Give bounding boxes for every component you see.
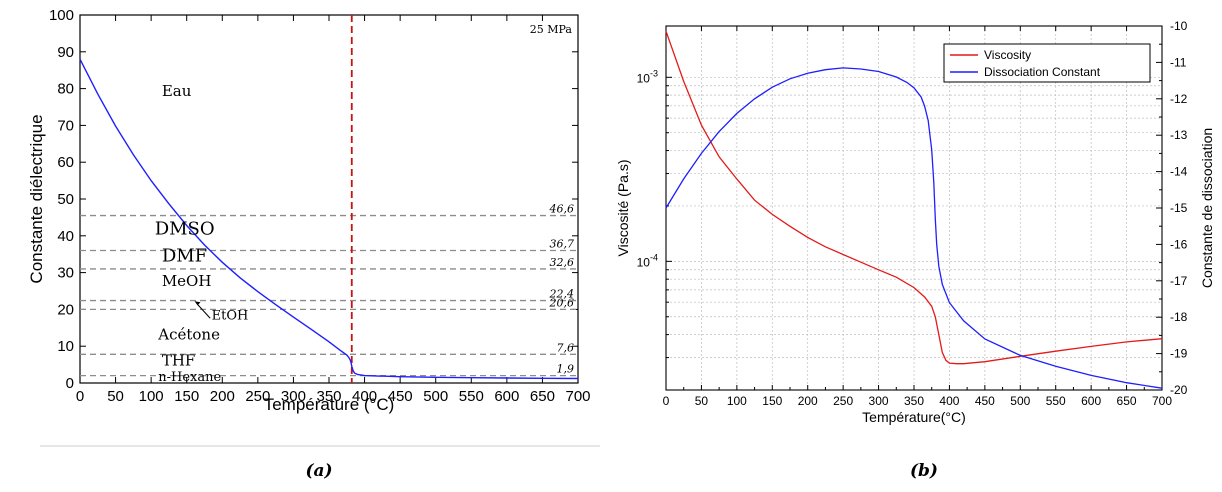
x-tick-label: 350 bbox=[316, 388, 341, 405]
x-tick-label: 450 bbox=[388, 388, 413, 405]
x-tick-label: 350 bbox=[904, 394, 924, 408]
y2-tick-label: -13 bbox=[1170, 128, 1188, 142]
x-tick-label: 50 bbox=[107, 388, 124, 405]
etoh-arrow bbox=[197, 303, 211, 319]
solvent-label-dmf: DMF bbox=[162, 246, 207, 267]
reference-value-dmso: 46,6 bbox=[549, 203, 575, 216]
y2-tick-label: -16 bbox=[1170, 237, 1188, 251]
x-tick-label: 550 bbox=[459, 388, 484, 405]
y2-tick-label: -17 bbox=[1170, 274, 1188, 288]
x-tick-label: 500 bbox=[1010, 394, 1030, 408]
y2-tick-label: -18 bbox=[1170, 310, 1188, 324]
y-tick-base: 10 bbox=[637, 255, 651, 269]
reference-value-etoh: 22,4 bbox=[549, 288, 575, 301]
x-tick-label: 100 bbox=[727, 394, 747, 408]
y2-tick-label: -10 bbox=[1170, 19, 1188, 33]
y-tick-exponent: -4 bbox=[650, 252, 658, 262]
pressure-annotation: 25 MPa bbox=[530, 23, 573, 36]
legend-box bbox=[943, 43, 1151, 83]
x-tick-label: 650 bbox=[530, 388, 555, 405]
x-tick-label: 200 bbox=[798, 394, 818, 408]
y-tick-label: 80 bbox=[57, 81, 74, 98]
x-tick-label: 300 bbox=[281, 388, 306, 405]
y-axis-title: Constante diélectrique bbox=[27, 114, 46, 283]
x-tick-label: 600 bbox=[494, 388, 519, 405]
chart-a: 0 50 100 150 200 250 300 350 400 450 500 550 600 650 7… bbox=[27, 7, 600, 481]
x-tick-label: 300 bbox=[869, 394, 889, 408]
solvent-label-etoh: EtOH bbox=[212, 309, 249, 324]
x-tick-label: 400 bbox=[352, 388, 377, 405]
x-tick-label: 200 bbox=[210, 388, 235, 405]
y-tick-label: 40 bbox=[57, 228, 74, 245]
y-tick-label: 10-4 bbox=[637, 252, 658, 269]
series-line-eau bbox=[79, 58, 579, 380]
y-tick-base: 10 bbox=[637, 71, 651, 85]
x-tick-label: 500 bbox=[423, 388, 448, 405]
plot-frame bbox=[79, 14, 579, 384]
y2-tick-label: -11 bbox=[1170, 55, 1187, 69]
y-tick-label: 90 bbox=[57, 44, 74, 61]
y-tick-label: 10-3 bbox=[637, 68, 658, 85]
x-tick-label: 700 bbox=[1152, 394, 1172, 408]
x-tick-label: 100 bbox=[139, 388, 164, 405]
solvent-label-meoh: MeOH bbox=[162, 272, 212, 290]
y2-tick-label: -20 bbox=[1170, 383, 1188, 397]
series-line-dissociation-constant bbox=[665, 67, 1163, 389]
x-tick-label: 400 bbox=[939, 394, 959, 408]
legend-label-dissociation: Dissociation Constant bbox=[984, 65, 1101, 79]
x-tick-label: 50 bbox=[695, 394, 709, 408]
y-tick-label: 0 bbox=[66, 375, 74, 392]
x-tick-label: 0 bbox=[76, 388, 84, 405]
x-axis-title: Température (°C) bbox=[264, 395, 395, 414]
y-tick-label: 20 bbox=[57, 301, 74, 318]
reference-value-n-hexane: 1,9 bbox=[557, 363, 575, 376]
y2-tick-label: -19 bbox=[1170, 347, 1188, 361]
y-tick-label: 10 bbox=[57, 338, 74, 355]
legend-label-viscosity: Viscosity bbox=[984, 48, 1031, 62]
x-tick-label: 700 bbox=[565, 388, 590, 405]
x-tick-label: 150 bbox=[762, 394, 782, 408]
x-tick-label: 550 bbox=[1046, 394, 1066, 408]
etoh-arrow-head bbox=[194, 301, 201, 306]
y-tick-label: 100 bbox=[49, 7, 74, 24]
solvent-label-acétone: Acétone bbox=[157, 326, 220, 344]
x-tick-label: 150 bbox=[174, 388, 199, 405]
solvent-label-dmso: DMSO bbox=[155, 219, 215, 240]
y2-axis-title: Constante de dissociation bbox=[1199, 128, 1215, 288]
reference-value-meoh: 32,6 bbox=[550, 256, 575, 269]
series-line-viscosity bbox=[665, 30, 1163, 365]
y-tick-label: 70 bbox=[57, 117, 74, 134]
x-axis-title: Température(°C) bbox=[862, 409, 966, 425]
reference-value-dmf: 36,7 bbox=[550, 238, 575, 251]
reference-value-thf: 7,6 bbox=[557, 341, 575, 354]
legend: Viscosity Dissociation Constant bbox=[943, 43, 1151, 83]
x-tick-label: 650 bbox=[1117, 394, 1137, 408]
reference-value-acétone: 20,6 bbox=[549, 296, 575, 309]
x-tick-label: 600 bbox=[1081, 394, 1101, 408]
y2-tick-label: -12 bbox=[1170, 92, 1188, 106]
y2-tick-label: -15 bbox=[1170, 201, 1188, 215]
solvent-label-n-hexane: n-Hexane bbox=[158, 370, 221, 385]
panel-label-a: (a) bbox=[305, 461, 332, 481]
y2-tick-label: -14 bbox=[1170, 165, 1188, 179]
solvent-label-eau: Eau bbox=[162, 82, 192, 100]
y-tick-label: 30 bbox=[57, 265, 74, 282]
x-tick-label: 250 bbox=[245, 388, 270, 405]
solvent-label-thf: THF bbox=[162, 352, 196, 370]
x-tick-label: 0 bbox=[663, 394, 670, 408]
x-tick-label: 450 bbox=[975, 394, 995, 408]
x-tick-label: 250 bbox=[833, 394, 853, 408]
y-tick-label: 50 bbox=[57, 191, 74, 208]
y-tick-exponent: -3 bbox=[650, 68, 658, 78]
y-tick-label: 60 bbox=[57, 154, 74, 171]
panel-label-b: (b) bbox=[910, 461, 938, 481]
y-axis-title: Viscosité (Pa.s) bbox=[615, 160, 631, 257]
chart-b: 0 50 100 150 200 250 300 350 400 450 500 550 600 650 7… bbox=[615, 19, 1215, 481]
